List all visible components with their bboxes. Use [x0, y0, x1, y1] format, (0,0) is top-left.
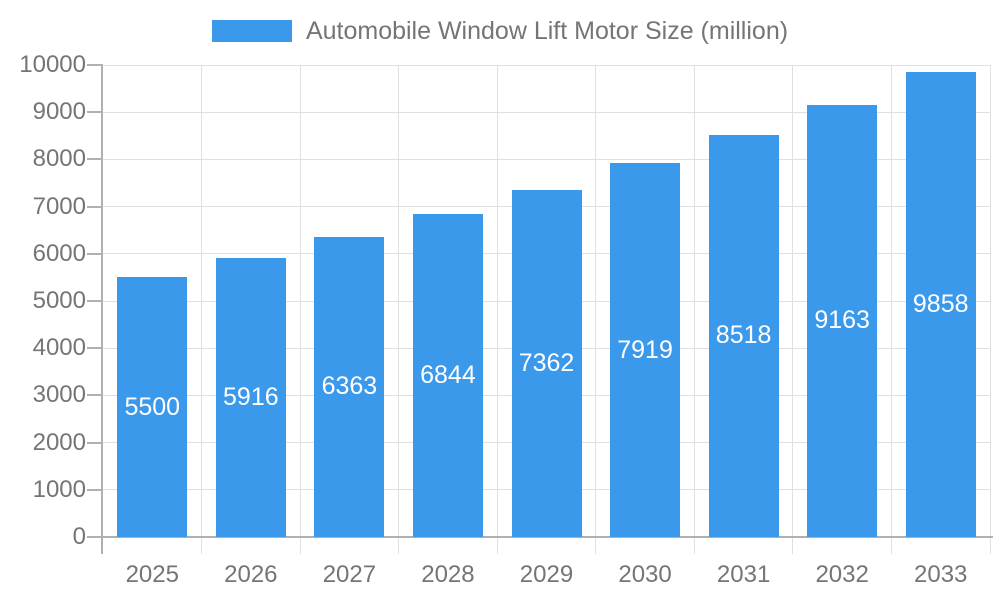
bar-value-label: 5916 — [223, 382, 279, 411]
x-axis-label: 2030 — [618, 561, 672, 588]
bar[interactable]: 9858 — [905, 71, 976, 537]
bar[interactable]: 6363 — [314, 236, 385, 537]
bar-value-label: 5500 — [124, 392, 181, 421]
legend-item[interactable]: Automobile Window Lift Motor Size (milli… — [0, 16, 1000, 46]
x-axis-line — [103, 536, 993, 538]
y-tick — [87, 394, 103, 397]
bar-value-label: 9858 — [912, 289, 969, 318]
grid-line-v — [299, 65, 301, 554]
y-axis-label: 3000 — [32, 381, 86, 409]
y-axis-label: 9000 — [32, 98, 86, 126]
grid-line-v — [693, 65, 695, 554]
grid-line-h — [103, 64, 990, 66]
grid-line-v — [496, 65, 498, 554]
grid-line-v — [595, 65, 597, 554]
x-axis-label: 2031 — [716, 561, 771, 588]
y-axis-label: 10000 — [19, 51, 86, 78]
y-axis-label: 0 — [72, 523, 86, 550]
y-axis-line — [101, 65, 103, 554]
bar-value-label: 6363 — [321, 372, 378, 401]
y-tick — [87, 158, 103, 161]
bar[interactable]: 6844 — [412, 213, 483, 537]
grid-line-v — [792, 65, 794, 554]
bar[interactable]: 5916 — [215, 257, 286, 537]
y-axis-label: 5000 — [32, 287, 86, 314]
y-tick — [87, 205, 103, 208]
y-tick — [87, 441, 103, 444]
y-axis-label: 6000 — [32, 239, 86, 267]
bar-value-label: 6844 — [420, 360, 476, 389]
y-tick — [87, 111, 103, 114]
bar-value-label: 8518 — [715, 321, 772, 350]
grid-line-v — [890, 65, 892, 554]
y-tick — [87, 252, 103, 255]
y-axis-label: 8000 — [32, 145, 86, 173]
y-axis-label: 1000 — [32, 475, 86, 503]
y-axis-label: 2000 — [32, 428, 86, 456]
bar-value-label: 7362 — [518, 348, 575, 377]
legend-swatch — [211, 20, 292, 42]
grid-line-v — [989, 65, 991, 554]
x-axis-label: 2029 — [519, 561, 574, 588]
y-axis-label: 7000 — [32, 192, 86, 220]
x-axis-label: 2028 — [421, 561, 475, 588]
x-axis-label: 2026 — [224, 561, 278, 588]
x-axis-label: 2032 — [815, 561, 869, 588]
grid-line-v — [398, 65, 400, 554]
bar-value-label: 7919 — [617, 335, 673, 364]
y-tick — [87, 64, 103, 66]
x-axis-label: 2033 — [914, 561, 968, 588]
bar[interactable]: 7919 — [610, 163, 681, 537]
bar[interactable]: 8518 — [708, 134, 779, 537]
y-axis-label: 4000 — [32, 334, 86, 362]
grid-line-h — [103, 111, 990, 113]
y-tick — [87, 536, 103, 538]
y-tick — [87, 488, 103, 491]
y-tick — [87, 300, 103, 302]
grid-line-h — [103, 158, 990, 160]
x-axis-label: 2027 — [322, 561, 377, 588]
legend-label: Automobile Window Lift Motor Size (milli… — [305, 17, 789, 45]
grid-line-v — [201, 65, 203, 554]
x-axis-label: 2025 — [125, 561, 179, 588]
bar[interactable]: 5500 — [117, 277, 188, 537]
bar[interactable]: 7362 — [511, 189, 582, 537]
bar[interactable]: 9163 — [807, 104, 878, 537]
bar-value-label: 9163 — [814, 306, 870, 335]
y-tick — [87, 347, 103, 350]
